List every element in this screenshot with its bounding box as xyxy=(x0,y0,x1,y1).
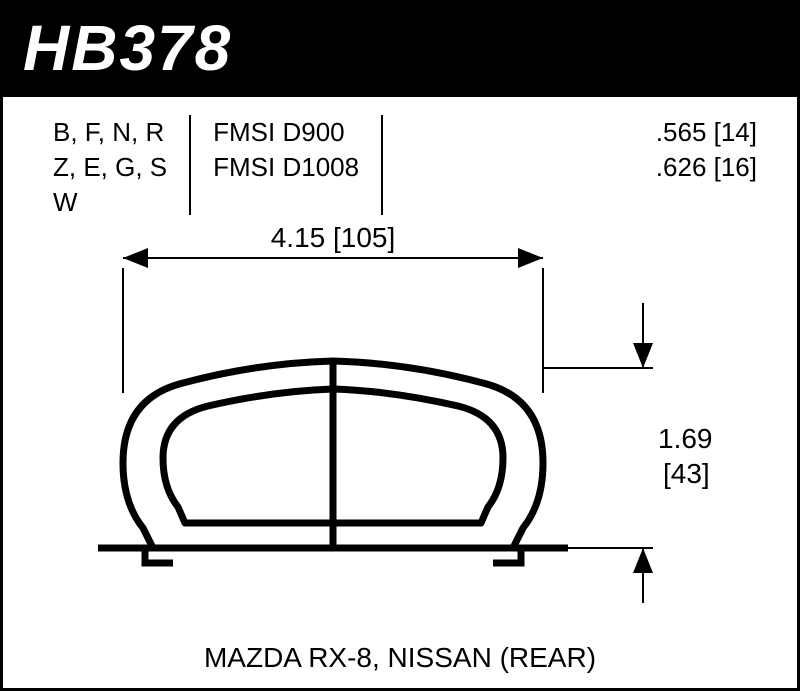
divider-1 xyxy=(189,115,191,215)
compounds-line2: Z, E, G, S xyxy=(53,150,167,185)
fmsi-line2: FMSI D1008 xyxy=(213,150,359,185)
header-bar: HB378 xyxy=(3,3,797,97)
thickness-line2: .626 [16] xyxy=(656,150,757,185)
spec-sheet: HB378 B, F, N, R Z, E, G, S W FMSI D900 … xyxy=(0,0,800,691)
part-number: HB378 xyxy=(23,12,232,84)
width-label: 4.15 [105] xyxy=(271,222,396,253)
brake-pad-shape xyxy=(123,361,543,548)
specs-row: B, F, N, R Z, E, G, S W FMSI D900 FMSI D… xyxy=(3,97,797,220)
height-label-top: 1.69 xyxy=(658,423,713,454)
thickness-line1: .565 [14] xyxy=(656,115,757,150)
height-label-bottom: [43] xyxy=(663,458,710,489)
height-dimension: 1.69 [43] xyxy=(543,303,713,603)
compounds-line1: B, F, N, R xyxy=(53,115,167,150)
brake-pad-diagram: 4.15 [105] 1.69 xyxy=(3,203,800,603)
specs-col-fmsi: FMSI D900 FMSI D1008 xyxy=(213,115,359,185)
divider-2 xyxy=(381,115,383,215)
fmsi-line1: FMSI D900 xyxy=(213,115,359,150)
specs-col-thickness: .565 [14] .626 [16] xyxy=(656,115,757,185)
fitment-caption: MAZDA RX-8, NISSAN (REAR) xyxy=(3,642,797,674)
